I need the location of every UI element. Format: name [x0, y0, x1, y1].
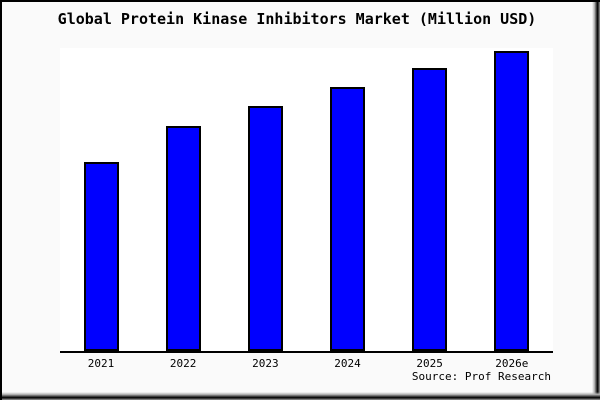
bar-2026e: [494, 51, 530, 351]
x-tick-label-2024: 2024: [334, 357, 361, 370]
bar-2024: [330, 87, 366, 351]
chart-title: Global Protein Kinase Inhibitors Market …: [57, 10, 537, 28]
source-credit: Source: Prof Research: [411, 370, 551, 383]
x-tick-label-2026e: 2026e: [495, 357, 529, 370]
bar-2025: [412, 68, 448, 351]
x-tick-label-2023: 2023: [252, 357, 279, 370]
x-tick-label-2021: 2021: [87, 357, 115, 370]
bar-2021: [83, 162, 119, 351]
x-tick-label-2022: 2022: [169, 357, 197, 370]
frame-shadow-right: [592, 2, 600, 400]
frame-shadow-bottom: [2, 392, 600, 400]
bar-2023: [247, 106, 283, 351]
x-tick-label-2025: 2025: [416, 357, 443, 370]
bar-2022: [165, 126, 201, 351]
x-axis-labels: 2021 2022 2023 2024 2025 2026e: [60, 357, 553, 371]
plot-area: [60, 48, 553, 353]
